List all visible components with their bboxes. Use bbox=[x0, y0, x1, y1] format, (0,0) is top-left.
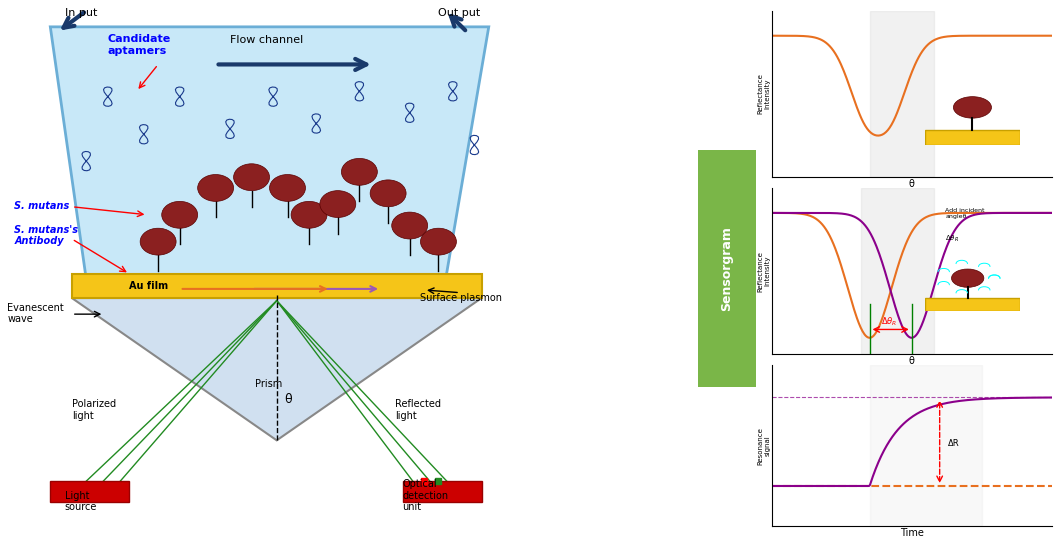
Text: Out put: Out put bbox=[439, 8, 481, 18]
Circle shape bbox=[234, 164, 270, 191]
Polygon shape bbox=[51, 27, 488, 279]
Text: Surface plasmon: Surface plasmon bbox=[421, 293, 502, 303]
Circle shape bbox=[291, 201, 327, 228]
FancyBboxPatch shape bbox=[72, 274, 482, 298]
Circle shape bbox=[162, 201, 198, 228]
X-axis label: Time: Time bbox=[900, 528, 924, 537]
FancyBboxPatch shape bbox=[403, 481, 482, 502]
Circle shape bbox=[951, 269, 984, 287]
Circle shape bbox=[141, 228, 177, 255]
Y-axis label: Resonance
signal: Resonance signal bbox=[757, 427, 771, 465]
Polygon shape bbox=[72, 298, 482, 440]
Text: Reflected
light: Reflected light bbox=[395, 400, 442, 421]
Text: Optical
detection
unit: Optical detection unit bbox=[403, 479, 448, 512]
Text: S. mutans: S. mutans bbox=[15, 201, 70, 212]
FancyBboxPatch shape bbox=[925, 130, 1020, 145]
Text: Candidate
aptamers: Candidate aptamers bbox=[108, 34, 171, 56]
X-axis label: θ: θ bbox=[909, 179, 914, 188]
Circle shape bbox=[953, 97, 991, 118]
Text: $\Delta\theta_R$: $\Delta\theta_R$ bbox=[880, 315, 897, 328]
Text: Prism: Prism bbox=[255, 379, 282, 389]
Circle shape bbox=[392, 212, 428, 239]
X-axis label: θ: θ bbox=[909, 356, 914, 366]
Circle shape bbox=[198, 175, 234, 201]
Text: S. mutans's
Antibody: S. mutans's Antibody bbox=[15, 225, 78, 246]
Text: Evanescent
wave: Evanescent wave bbox=[7, 303, 63, 324]
Text: In put: In put bbox=[64, 8, 97, 18]
Circle shape bbox=[421, 228, 457, 255]
Text: $\Delta\theta_R$: $\Delta\theta_R$ bbox=[945, 234, 960, 244]
Circle shape bbox=[370, 180, 406, 207]
Text: Add incident
angleθ: Add incident angleθ bbox=[945, 208, 985, 219]
Text: Light
source: Light source bbox=[64, 491, 97, 512]
Circle shape bbox=[341, 158, 377, 185]
FancyBboxPatch shape bbox=[694, 139, 759, 398]
Bar bbox=[870, 365, 982, 526]
Circle shape bbox=[320, 191, 356, 217]
FancyBboxPatch shape bbox=[51, 481, 129, 502]
Circle shape bbox=[270, 175, 305, 201]
Bar bbox=[870, 11, 934, 177]
Bar bbox=[861, 188, 934, 354]
Text: Sensorgram: Sensorgram bbox=[720, 226, 734, 311]
Text: θ: θ bbox=[284, 393, 292, 406]
Text: Au film: Au film bbox=[129, 281, 168, 291]
Text: ΔR: ΔR bbox=[948, 439, 960, 448]
Y-axis label: Reflectance
Intensity: Reflectance Intensity bbox=[757, 74, 771, 114]
Text: Polarized
light: Polarized light bbox=[72, 400, 116, 421]
Text: Flow channel: Flow channel bbox=[230, 35, 303, 45]
FancyBboxPatch shape bbox=[925, 298, 1020, 311]
Y-axis label: Reflectance
Intensity: Reflectance Intensity bbox=[757, 251, 771, 292]
